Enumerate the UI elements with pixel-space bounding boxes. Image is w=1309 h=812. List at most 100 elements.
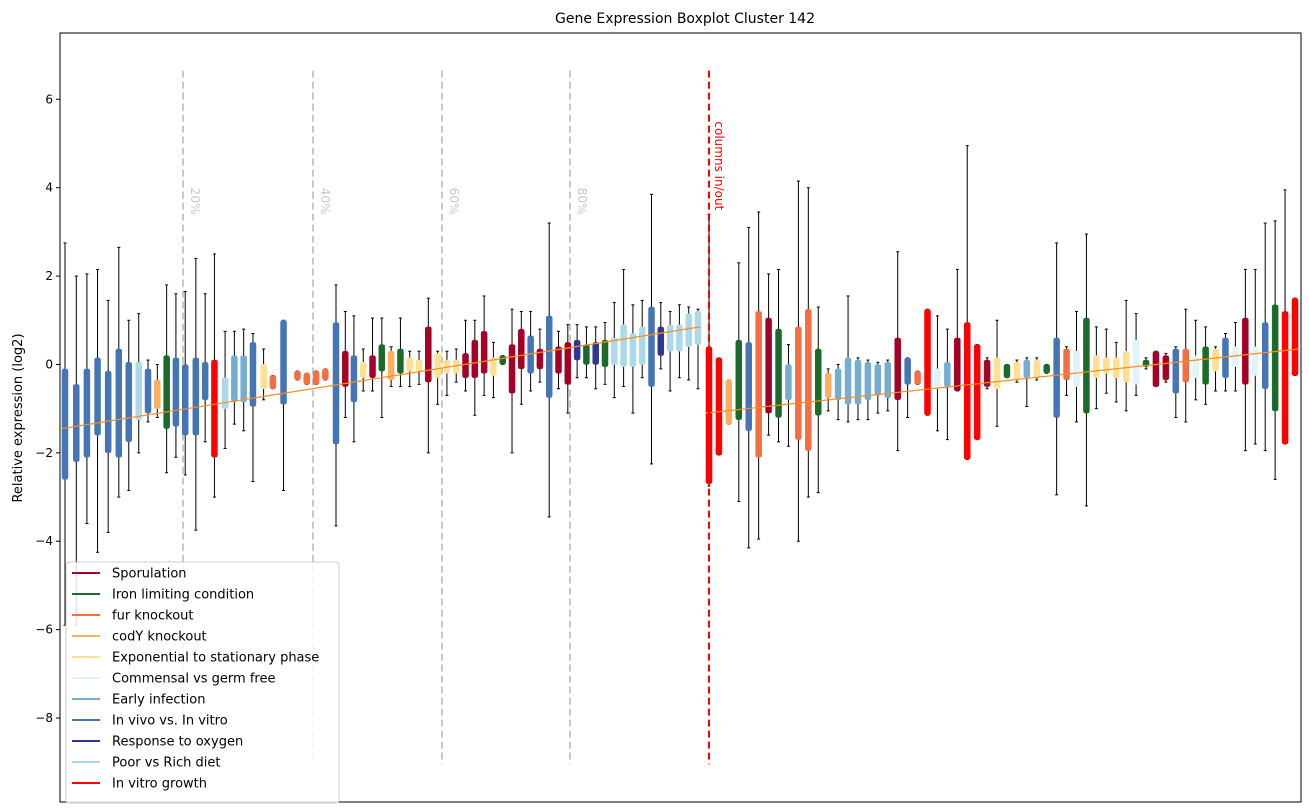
percentile-label: 40% bbox=[318, 188, 332, 215]
box-early-infection bbox=[785, 344, 792, 447]
box-body bbox=[1271, 304, 1279, 412]
box-iron-limiting-condition bbox=[163, 284, 170, 474]
box-body bbox=[1222, 337, 1229, 378]
box-body bbox=[765, 317, 772, 414]
percentile-label: 80% bbox=[575, 188, 589, 215]
box-body bbox=[993, 357, 1001, 390]
box-commensal-vs-germ-free bbox=[1132, 313, 1140, 396]
box-body bbox=[1073, 350, 1080, 387]
box-in-vitro-growth bbox=[973, 344, 981, 441]
box-early-infection bbox=[844, 295, 852, 423]
box-body bbox=[924, 308, 931, 416]
box-body bbox=[954, 337, 961, 392]
box-iron-limiting-condition bbox=[735, 262, 743, 502]
box-body bbox=[824, 373, 832, 398]
box-in-vivo-vs-in-vitro bbox=[527, 310, 534, 392]
legend-label: Poor vs Rich diet bbox=[112, 756, 220, 771]
box-body bbox=[844, 357, 852, 405]
box-body bbox=[1162, 355, 1170, 381]
box-body bbox=[1023, 359, 1031, 378]
box-exponential-to-stationary-phase bbox=[406, 350, 413, 388]
box-body bbox=[471, 339, 479, 378]
box-body bbox=[462, 353, 469, 378]
box-iron-limiting-condition bbox=[1043, 363, 1050, 374]
box-in-vivo-vs-in-vitro bbox=[181, 291, 189, 476]
box-body bbox=[795, 326, 802, 440]
box-body bbox=[144, 368, 152, 414]
box-body bbox=[874, 364, 882, 396]
box-sporulation bbox=[480, 295, 488, 396]
legend-entry: Early infection bbox=[72, 693, 205, 708]
box-body bbox=[755, 311, 762, 458]
box-poor-vs-rich-diet bbox=[694, 308, 702, 390]
box-in-vivo-vs-in-vitro bbox=[332, 284, 340, 527]
box-body bbox=[894, 337, 901, 401]
box-body bbox=[181, 364, 189, 436]
box-early-infection bbox=[1023, 357, 1031, 407]
legend-label: Sporulation bbox=[112, 567, 187, 582]
box-in-vitro-growth bbox=[963, 145, 971, 460]
box-body bbox=[620, 324, 627, 367]
box-in-vivo-vs-in-vitro bbox=[1053, 242, 1060, 496]
box-fur-knockout bbox=[755, 211, 762, 540]
box-in-vitro-growth bbox=[924, 308, 931, 416]
box-body bbox=[685, 313, 692, 348]
box-exponential-to-stationary-phase bbox=[1093, 326, 1100, 410]
box-sporulation bbox=[1152, 350, 1160, 388]
box-in-vivo-vs-in-vitro bbox=[1172, 346, 1180, 418]
box-in-vivo-vs-in-vitro bbox=[172, 293, 180, 458]
legend-label: Early infection bbox=[112, 693, 205, 708]
box-body bbox=[864, 362, 872, 401]
box-body bbox=[397, 348, 404, 374]
box-body bbox=[294, 370, 301, 381]
box-body bbox=[592, 342, 599, 365]
box-in-vitro-growth bbox=[715, 357, 723, 456]
box-fur-knockout bbox=[1182, 308, 1189, 423]
box-body bbox=[1192, 355, 1199, 378]
box-body bbox=[425, 326, 432, 383]
box-cody-knockout bbox=[387, 346, 395, 388]
box-body bbox=[914, 370, 921, 385]
box-in-vivo-vs-in-vitro bbox=[280, 319, 287, 491]
legend-box bbox=[65, 561, 340, 804]
y-tick-label: 2 bbox=[45, 269, 53, 283]
right-boxes bbox=[705, 145, 1299, 549]
box-body bbox=[434, 353, 441, 378]
legend-label: Commensal vs germ free bbox=[112, 672, 275, 687]
box-body bbox=[934, 368, 941, 390]
box-body bbox=[115, 348, 123, 458]
box-exponential-to-stationary-phase bbox=[1122, 299, 1130, 412]
box-fur-knockout bbox=[805, 187, 812, 498]
box-sporulation bbox=[1162, 352, 1170, 383]
box-in-vivo-vs-in-vitro bbox=[201, 293, 209, 443]
box-body bbox=[775, 328, 782, 418]
box-body bbox=[312, 370, 320, 385]
y-tick-label: −6 bbox=[35, 623, 53, 637]
box-poor-vs-rich-diet bbox=[685, 306, 692, 381]
box-body bbox=[1232, 346, 1239, 367]
box-body bbox=[1103, 357, 1110, 374]
box-body bbox=[1003, 364, 1011, 378]
box-early-infection bbox=[854, 357, 862, 421]
box-sporulation bbox=[518, 310, 525, 405]
box-iron-limiting-condition bbox=[775, 268, 782, 443]
y-tick-label: −4 bbox=[35, 534, 53, 548]
box-sporulation bbox=[342, 310, 349, 418]
box-body bbox=[564, 342, 572, 385]
box-poor-vs-rich-diet bbox=[629, 304, 637, 414]
box-body bbox=[1172, 348, 1180, 394]
y-tick-label: 4 bbox=[45, 181, 53, 195]
median-trend-right bbox=[705, 348, 1300, 414]
box-sporulation bbox=[564, 324, 572, 414]
legend-label: Iron limiting condition bbox=[112, 588, 254, 603]
box-sporulation bbox=[1242, 268, 1249, 452]
box-in-vivo-vs-in-vitro bbox=[350, 315, 358, 443]
percentile-label: 20% bbox=[188, 188, 202, 215]
legend-entry: In vitro growth bbox=[72, 777, 207, 792]
legend-entry: Poor vs Rich diet bbox=[72, 756, 220, 771]
box-response-to-oxygen bbox=[657, 302, 665, 370]
legend-entry: codY knockout bbox=[72, 630, 207, 645]
legend-label: Exponential to stationary phase bbox=[112, 651, 319, 666]
box-fur-knockout bbox=[795, 180, 802, 542]
